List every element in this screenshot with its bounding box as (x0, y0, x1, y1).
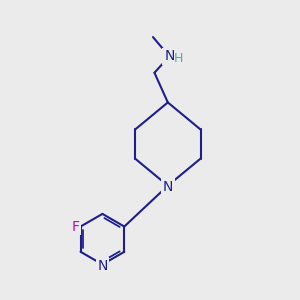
Text: F: F (71, 220, 79, 233)
Text: H: H (174, 52, 184, 65)
Text: N: N (163, 180, 173, 194)
Text: N: N (97, 259, 108, 273)
Text: N: N (164, 50, 175, 63)
